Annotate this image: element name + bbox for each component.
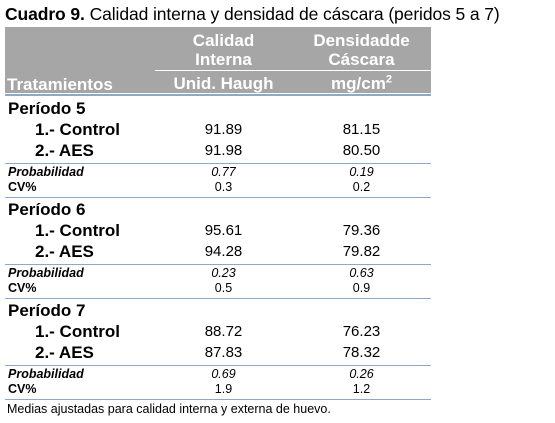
caption-text: Calidad interna y densidad de cáscara (p… (84, 4, 500, 24)
probability-density: 0.26 (349, 367, 374, 381)
section-rule (5, 197, 431, 198)
cv-density: 0.9 (352, 281, 371, 295)
probability-haugh: 0.69 (211, 367, 236, 381)
section-rule (5, 264, 431, 265)
probability-density: 0.19 (349, 165, 374, 179)
table-caption: Cuadro 9. Calidad interna y densidad de … (5, 4, 500, 25)
header-calidad-line1: Calidad (192, 31, 255, 50)
section-rule (5, 298, 431, 299)
haugh-value: 87.83 (204, 344, 243, 361)
period-title: Período 7 (8, 301, 86, 320)
header-unit-density-base: mg/cm (331, 74, 386, 93)
stats-block: Probabilidad 0.23 0.63 CV% 0.5 0.9 (5, 266, 431, 296)
caption-label: Cuadro 9. (5, 4, 85, 24)
header-unit-density: mg/cm2 (292, 74, 431, 93)
period-block: Período 6 1.- Control 95.61 79.36 2.- AE… (5, 200, 431, 300)
treatment-label: 1.- Control (35, 221, 120, 240)
period-block: Período 7 1.- Control 88.72 76.23 2.- AE… (5, 301, 431, 401)
table-bottom-rule (5, 399, 431, 400)
treatment-label: 1.- Control (35, 322, 120, 341)
section-rule (5, 365, 431, 366)
period-title: Período 6 (8, 200, 86, 219)
header-unit-density-sup: 2 (385, 73, 392, 86)
header-unit-haugh: Unid. Haugh (173, 74, 274, 93)
header-tratamientos: Tratamientos (7, 75, 113, 94)
probability-label: Probabilidad (8, 367, 84, 381)
density-value: 79.36 (342, 222, 381, 239)
density-value: 80.50 (342, 142, 381, 159)
density-value: 79.82 (342, 243, 381, 260)
probability-density: 0.63 (349, 266, 374, 280)
period-block: Período 5 1.- Control 91.89 81.15 2.- AE… (5, 99, 431, 199)
treatment-label: 2.- AES (35, 242, 94, 261)
haugh-value: 91.98 (204, 142, 243, 159)
probability-label: Probabilidad (8, 266, 84, 280)
cv-label: CV% (8, 180, 37, 194)
stats-block: Probabilidad 0.77 0.19 CV% 0.3 0.2 (5, 165, 431, 195)
haugh-value: 88.72 (204, 323, 243, 340)
cv-label: CV% (8, 281, 37, 295)
header-calidad-line2: Interna (195, 50, 252, 69)
period-title: Período 5 (8, 99, 86, 118)
header-bottom-rule (5, 94, 431, 96)
density-value: 78.32 (342, 344, 381, 361)
cv-density: 1.2 (352, 382, 371, 396)
density-value: 81.15 (342, 121, 381, 138)
density-value: 76.23 (342, 323, 381, 340)
probability-haugh: 0.23 (211, 266, 236, 280)
table-header: Calidad Interna Densidadde Cáscara Trata… (5, 27, 431, 94)
header-densidad-line1: Densidadde (313, 31, 410, 50)
treatment-label: 2.- AES (35, 343, 94, 362)
probability-label: Probabilidad (8, 165, 84, 179)
haugh-value: 94.28 (204, 243, 243, 260)
cv-label: CV% (8, 382, 37, 396)
header-densidad-line2: Cáscara (328, 50, 395, 69)
table-footnote: Medias ajustadas para calidad interna y … (7, 402, 331, 416)
treatment-label: 2.- AES (35, 141, 94, 160)
haugh-value: 91.89 (204, 121, 243, 138)
probability-haugh: 0.77 (211, 165, 236, 179)
cv-haugh: 0.5 (214, 281, 233, 295)
haugh-value: 95.61 (204, 222, 243, 239)
cv-density: 0.2 (352, 180, 371, 194)
cv-haugh: 1.9 (214, 382, 233, 396)
header-divider (155, 70, 431, 71)
treatment-label: 1.- Control (35, 120, 120, 139)
stats-block: Probabilidad 0.69 0.26 CV% 1.9 1.2 (5, 367, 431, 397)
section-rule (5, 163, 431, 164)
cv-haugh: 0.3 (214, 180, 233, 194)
